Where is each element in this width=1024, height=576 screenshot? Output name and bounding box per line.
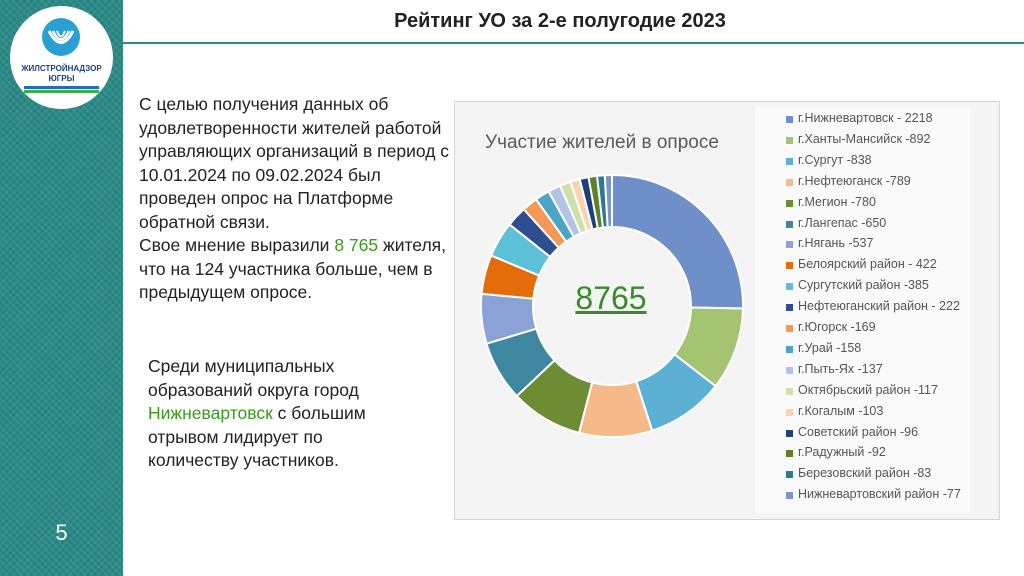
legend-swatch: [786, 304, 793, 312]
legend-swatch: [786, 220, 793, 228]
survey-comparison-text: жителя, что на 124 участника больше, чем…: [139, 235, 446, 302]
donut-chart: [480, 173, 744, 438]
donut-slice-18: [603, 173, 613, 229]
legend-swatch: [786, 116, 793, 123]
legend-swatch: [786, 262, 793, 270]
participants-count: 8 765: [334, 235, 379, 255]
logo-emblem-icon: [42, 18, 80, 56]
legend-label: г.Нефтеюганск -789: [798, 173, 911, 188]
legend-swatch: [786, 345, 793, 353]
legend-swatch: [786, 408, 793, 416]
legend-label: г.Югорск -169: [798, 320, 876, 334]
survey-description-text: С целью получения данных об удовлетворен…: [139, 94, 450, 232]
legend-label: г.Лангепас -650: [798, 215, 887, 230]
chart-title: Участие жителей в опросе: [485, 132, 719, 153]
legend-label: г.Ханты-Мансийск -892: [798, 131, 931, 146]
legend-swatch: [786, 450, 793, 458]
leader-text-start: Среди муниципальных образований округа г…: [148, 356, 359, 400]
legend-label: г.Когалым -103: [798, 403, 884, 418]
legend-label: г.Пыть-Ях -137: [798, 361, 883, 376]
logo-text-line1: ЖИЛСТРОЙНАДЗОР: [21, 64, 102, 73]
legend-swatch: [786, 157, 793, 165]
leader-description: Среди муниципальных образований округа г…: [148, 355, 408, 473]
logo-stripe-blue: [24, 86, 99, 89]
legend-label: г.Мегион -780: [798, 194, 876, 209]
legend-swatch: [786, 241, 793, 249]
legend-swatch: [786, 471, 793, 479]
survey-result-text: Свое мнение выразили: [139, 235, 335, 255]
page-number: 5: [55, 520, 68, 545]
legend-swatch: [786, 366, 793, 374]
logo: ЖИЛСТРОЙНАДЗОР ЮГРЫ: [10, 6, 113, 109]
legend-label: Белоярский район - 422: [798, 257, 937, 272]
legend-label: г.Урай -158: [798, 340, 862, 355]
title-divider: [123, 42, 1024, 44]
leader-city: Нижневартовск: [148, 403, 273, 423]
legend-swatch: [786, 178, 793, 186]
legend-label: Нижневартовский район -77: [798, 487, 961, 502]
legend-swatch: [786, 199, 793, 207]
leader-text-end: с большим отрывом лидирует по количеству…: [148, 403, 366, 470]
logo-text-line2: ЮГРЫ: [48, 74, 75, 83]
legend-label: Нефтеюганский район - 222: [798, 299, 960, 314]
legend-swatch: [786, 387, 793, 395]
legend-label: Советский район -96: [798, 424, 919, 439]
legend-swatch: [786, 429, 793, 437]
legend-swatch: [786, 325, 793, 332]
donut-center-total: 8765: [575, 280, 647, 316]
legend-swatch: [786, 492, 793, 500]
legend-swatch: [786, 136, 793, 144]
slide-title: Рейтинг УО за 2-е полугодие 2023: [394, 10, 726, 32]
legend-label: г.Нижневартовск - 2218: [798, 111, 933, 125]
legend-label: г.Сургут -838: [798, 152, 872, 167]
survey-description: С целью получения данных об удовлетворен…: [139, 93, 459, 305]
legend-swatch: [786, 283, 793, 291]
sidebar: ЖИЛСТРОЙНАДЗОР ЮГРЫ 5: [0, 0, 123, 576]
legend-label: Березовский район -83: [798, 466, 932, 481]
legend-label: г.Нягань -537: [798, 236, 874, 251]
logo-stripe-green: [24, 90, 99, 93]
legend-label: Октябрьский район -117: [798, 382, 938, 397]
legend-label: г.Радужный -92: [798, 445, 886, 460]
legend-label: Сургутский район -385: [798, 278, 929, 293]
donut-slice-0: [611, 173, 744, 310]
